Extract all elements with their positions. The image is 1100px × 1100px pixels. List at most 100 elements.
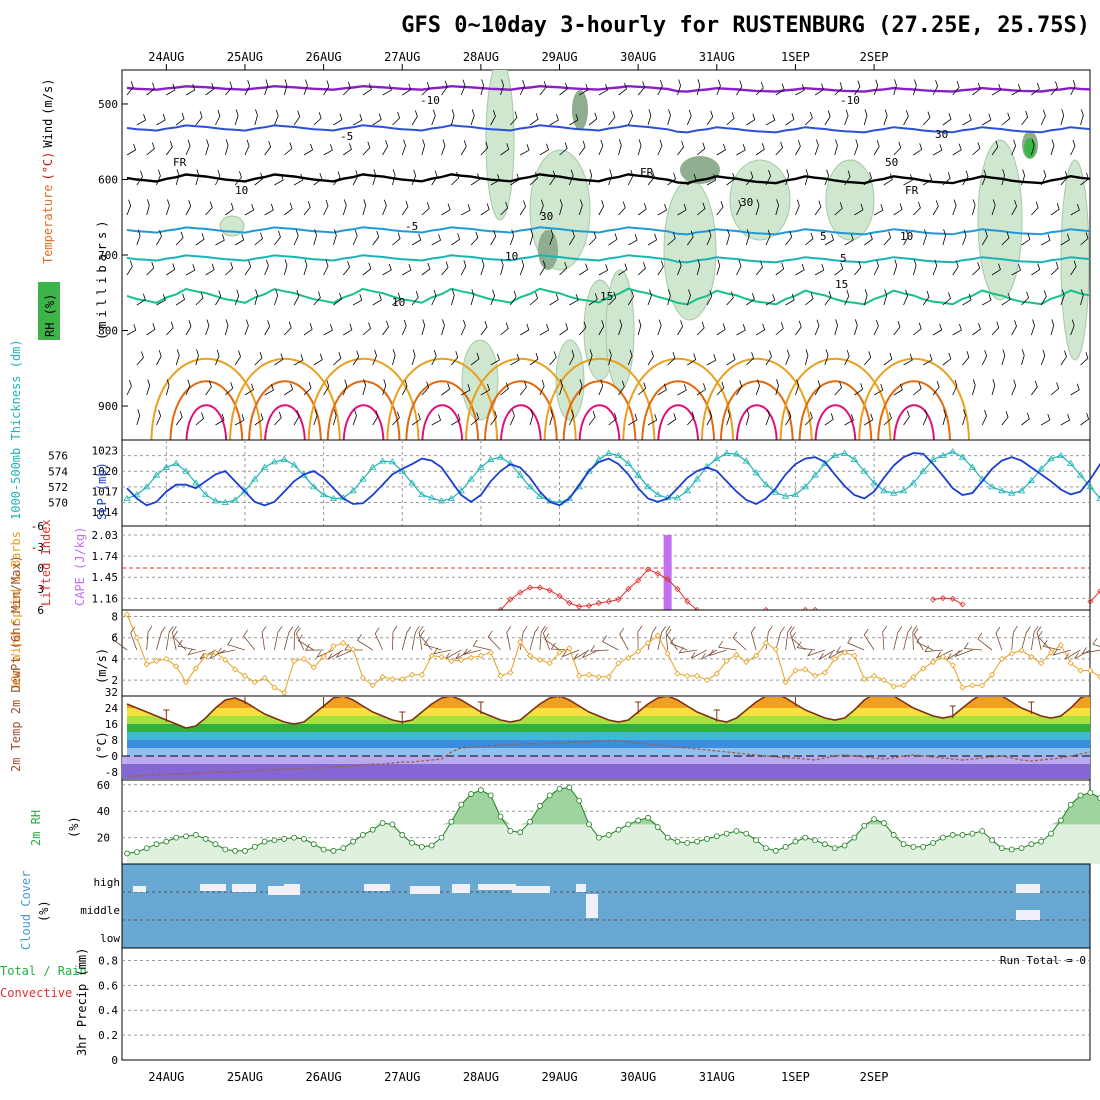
wind-marker <box>251 679 258 686</box>
wind-marker <box>291 657 298 665</box>
wind-barb <box>647 109 652 126</box>
wind-barb <box>824 290 832 306</box>
temperature-contours <box>126 84 1090 440</box>
wind-barb <box>1080 172 1089 186</box>
wind-barb <box>677 384 687 396</box>
wind-barb <box>480 320 488 336</box>
wind-barb <box>136 170 143 186</box>
thickness-marker <box>477 463 485 470</box>
surface-barb <box>392 625 398 651</box>
wind-barb <box>1080 412 1090 426</box>
wind-barb <box>539 143 549 156</box>
surface-barb <box>637 625 643 651</box>
wind-barb <box>126 260 133 276</box>
wind-barb <box>755 199 760 216</box>
date-label-top: 27AUG <box>384 50 420 64</box>
wind-barb <box>392 349 396 366</box>
cloud-block <box>364 884 390 891</box>
rh-marker <box>350 838 356 845</box>
rh-marker <box>664 834 671 841</box>
surface-barb <box>863 628 875 651</box>
wind-barb <box>952 143 962 156</box>
wind-barb <box>873 140 880 156</box>
isotherm-5 <box>126 226 1090 236</box>
thickness-marker <box>988 483 996 490</box>
wind-barb <box>805 292 814 306</box>
wind-barb <box>421 381 430 396</box>
wind-barb <box>824 169 830 186</box>
rh-marker <box>851 834 858 841</box>
wind-barb <box>293 173 304 186</box>
precip-panel: 0.8 0.6 0.4 0.2 0 Run Total = 0 Total / Rain… <box>0 947 1091 1067</box>
isotherm-15 <box>126 287 1090 306</box>
wind-barb <box>913 79 917 96</box>
surface-barb <box>789 626 796 651</box>
wind-barb <box>647 350 654 366</box>
thickness-marker <box>172 459 180 466</box>
wind-barb <box>1011 320 1017 336</box>
wind-barb <box>1040 349 1046 366</box>
thickness-slp-panel: 576 574 572 570 1023 1020 1017 1014 1000-500mb … <box>9 339 1100 1060</box>
wind-barb <box>834 82 843 96</box>
wind-barb <box>402 263 412 276</box>
thickness-tick: 576 <box>48 450 68 463</box>
wind-barb <box>1080 352 1089 366</box>
wind-barb <box>687 173 697 186</box>
thickness-marker <box>418 490 426 498</box>
thickness-marker <box>624 459 633 466</box>
wind-barb <box>480 383 490 396</box>
wind-barb <box>303 143 314 156</box>
wind-barb <box>667 351 676 366</box>
wind-barb <box>382 263 392 276</box>
thickness-marker <box>939 451 947 459</box>
temp-max-bar <box>949 705 956 718</box>
wind-barb <box>598 379 604 396</box>
wind-barb <box>510 409 515 426</box>
wind-barb <box>824 349 829 366</box>
cloud-cover-blocks <box>133 884 1040 920</box>
wind-barb <box>441 382 451 396</box>
wind-barb <box>539 323 550 336</box>
wind-barb <box>755 323 766 336</box>
precip-legend-convective: Convective <box>0 986 72 1000</box>
rh-marker <box>1008 846 1015 853</box>
rh-marker <box>183 833 189 840</box>
wind-barb <box>834 202 843 216</box>
wind-barb <box>785 293 795 306</box>
wind-barb <box>352 229 358 246</box>
rh-marker <box>301 836 307 842</box>
wind-barb <box>765 229 771 246</box>
rh-marker <box>192 832 199 838</box>
wind-marker <box>1057 642 1064 649</box>
wind-barb <box>854 139 859 156</box>
wind-barb <box>500 143 510 156</box>
wind-barb <box>146 82 155 96</box>
date-label-top: 26AUG <box>306 50 342 64</box>
wind-barb <box>578 140 586 156</box>
wind-marker <box>133 634 140 641</box>
rh-marker <box>556 785 563 792</box>
surface-barb <box>717 640 737 651</box>
wind-barb <box>716 79 721 96</box>
wind-barb <box>893 79 897 96</box>
wind-marker <box>595 673 602 680</box>
wind-barb <box>411 233 422 246</box>
wind-marker <box>350 646 357 653</box>
thickness-marker <box>801 483 809 490</box>
wind-barb <box>313 229 317 246</box>
wind-marker <box>281 689 288 696</box>
temp-tick: 32 <box>105 686 118 699</box>
wind-barb <box>293 110 301 126</box>
wind-barb <box>480 203 490 216</box>
temperature-axis-label: Temperature(°C)Wind(m/s) <box>41 79 55 264</box>
wind-barb <box>686 230 694 246</box>
wind-barb <box>293 290 300 306</box>
surface-barb <box>304 643 324 651</box>
wind-barb <box>225 382 234 396</box>
wind-barb <box>775 262 785 276</box>
wind-barb <box>932 79 938 96</box>
wind-barb <box>657 383 667 396</box>
dewpoint-line <box>127 739 1090 777</box>
li-marker <box>605 598 612 605</box>
wind-marker <box>232 666 239 673</box>
